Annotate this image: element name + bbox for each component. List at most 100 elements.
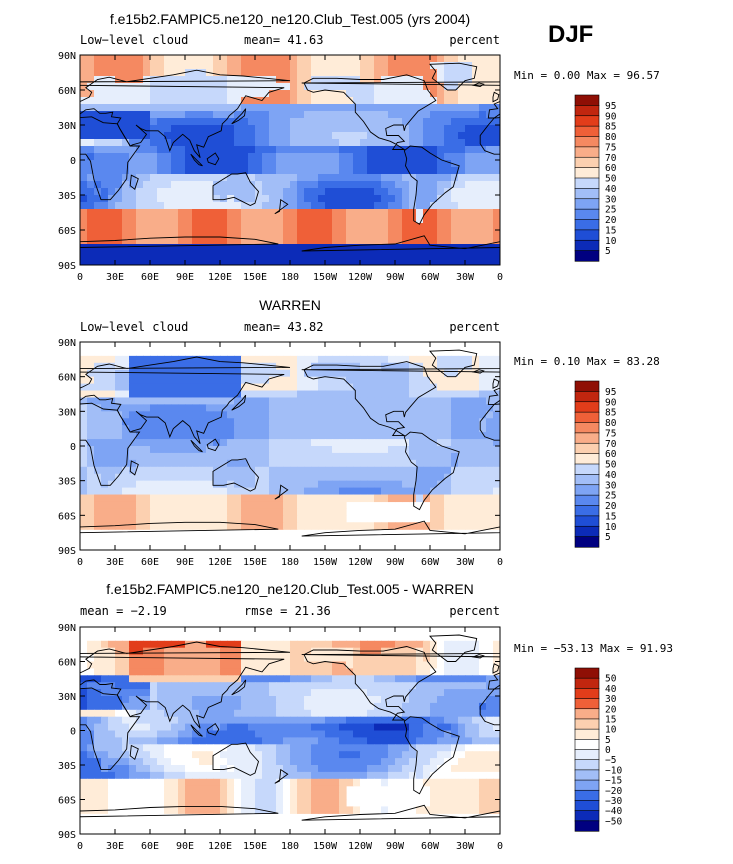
- colorbar-label: 30: [605, 480, 617, 491]
- colorbar-box: [574, 789, 600, 802]
- x-tick-label: 120E: [208, 272, 232, 283]
- y-tick-label: 60N: [58, 373, 76, 384]
- panel-1-field: [80, 55, 500, 265]
- y-tick-label: 90N: [58, 623, 76, 634]
- y-tick-label: 30N: [58, 692, 76, 703]
- colorbar-label: 75: [605, 428, 616, 439]
- y-tick-label: 60S: [58, 796, 76, 807]
- colorbar-label: 90: [605, 111, 617, 122]
- colorbar-box: [574, 698, 600, 710]
- x-tick-label: 60E: [141, 557, 159, 568]
- colorbar-label: −20: [605, 786, 622, 797]
- x-tick-label: 0: [497, 557, 503, 568]
- x-tick-label: 90W: [386, 272, 405, 283]
- x-tick-label: 150E: [243, 557, 267, 568]
- colorbar-box: [574, 401, 600, 413]
- colorbar-box: [574, 188, 600, 200]
- y-tick-label: 0: [70, 156, 76, 167]
- y-tick-label: 90S: [58, 830, 76, 841]
- x-tick-label: 30E: [106, 272, 124, 283]
- colorbar-label: 20: [605, 501, 617, 512]
- colorbar-box: [574, 810, 600, 822]
- colorbar-box: [574, 463, 600, 475]
- panel-2: WARREN Low−level cloud mean= 43.82 perce…: [58, 297, 660, 568]
- colorbar-box: [574, 411, 600, 424]
- colorbar-label: 30: [605, 694, 617, 705]
- colorbar-box: [574, 677, 600, 689]
- panel-3-mean-label: rmse = 21.36: [244, 604, 331, 618]
- colorbar-label: −10: [605, 765, 622, 776]
- colorbar-label: −15: [605, 776, 622, 787]
- colorbar-label: 60: [605, 449, 617, 460]
- x-tick-label: 180: [281, 557, 299, 568]
- colorbar-label: 15: [605, 714, 616, 725]
- colorbar-label: 5: [605, 246, 611, 257]
- panel-3-title: f.e15b2.FAMPIC5.ne120_ne120.Club_Test.00…: [106, 581, 474, 597]
- colorbar-label: 80: [605, 418, 617, 429]
- colorbar-box: [574, 708, 600, 720]
- y-tick-label: 0: [70, 442, 76, 453]
- x-tick-label: 30E: [106, 557, 124, 568]
- colorbar-label: 0: [605, 745, 611, 756]
- colorbar-box: [574, 474, 600, 486]
- x-tick-label: 30W: [456, 272, 475, 283]
- colorbar-label: 20: [605, 215, 617, 226]
- colorbar-label: 25: [605, 205, 616, 216]
- colorbar-box: [574, 391, 600, 403]
- panel-1-left-label: Low−level cloud: [80, 33, 188, 47]
- x-tick-label: 150W: [313, 272, 338, 283]
- panel-3: f.e15b2.FAMPIC5.ne120_ne120.Club_Test.00…: [58, 581, 673, 852]
- panel-2-map: 0 30E 60E 90E 120E 150E 180 150W 120W 90W 60W 30W 09…: [58, 338, 503, 568]
- colorbar-box: [574, 442, 600, 455]
- colorbar-label: 15: [605, 511, 616, 522]
- colorbar-label: 10: [605, 236, 617, 247]
- colorbar-label: 80: [605, 132, 617, 143]
- y-tick-label: 0: [70, 727, 76, 738]
- x-tick-label: 180: [281, 272, 299, 283]
- colorbar-box: [574, 800, 600, 812]
- colorbar-box: [574, 688, 600, 700]
- colorbar-label: 40: [605, 684, 617, 695]
- panel-2-coastlines: [80, 349, 500, 537]
- colorbar-box: [574, 115, 600, 127]
- panel-3-coastlines: [80, 634, 500, 821]
- colorbar-label: 70: [605, 439, 617, 450]
- x-tick-label: 90E: [176, 557, 194, 568]
- panel-2-units: percent: [449, 320, 500, 334]
- colorbar-label: −5: [605, 755, 616, 766]
- panel-3-units: percent: [449, 604, 500, 618]
- colorbar-box: [574, 208, 600, 221]
- panel-2-title: WARREN: [259, 297, 321, 313]
- colorbar-box: [574, 759, 600, 771]
- colorbar-label: 20: [605, 704, 617, 715]
- x-tick-label: 150E: [243, 841, 267, 852]
- panel-1-title: f.e15b2.FAMPIC5.ne120_ne120.Club_Test.00…: [110, 11, 470, 27]
- colorbar-label: −30: [605, 796, 622, 807]
- colorbar-label: 50: [605, 460, 617, 471]
- colorbar-box: [574, 167, 600, 179]
- x-tick-label: 120W: [348, 272, 373, 283]
- colorbar-label: 10: [605, 522, 617, 533]
- y-tick-label: 60S: [58, 511, 76, 522]
- x-tick-label: 120W: [348, 841, 373, 852]
- colorbar-box: [574, 739, 600, 751]
- colorbar-label: 30: [605, 194, 617, 205]
- x-tick-label: 120E: [208, 557, 232, 568]
- x-tick-label: 0: [497, 841, 503, 852]
- colorbar-label: 85: [605, 122, 616, 133]
- colorbar-box: [574, 422, 600, 434]
- y-tick-label: 90N: [58, 51, 76, 62]
- x-tick-label: 120E: [208, 841, 232, 852]
- x-tick-label: 90W: [386, 557, 405, 568]
- panel-1-map: 0 30E 60E 90E 120E 150E 180 150W 120W 90W 60W 30W 09…: [58, 51, 503, 283]
- colorbar-label: 95: [605, 387, 616, 398]
- colorbar-label: 10: [605, 725, 617, 736]
- panel-3-left-label: mean = −2.19: [80, 604, 167, 618]
- y-tick-label: 30S: [58, 191, 76, 202]
- colorbar-box: [574, 432, 600, 444]
- colorbar-label: 90: [605, 397, 617, 408]
- colorbar-label: −50: [605, 816, 622, 827]
- colorbar-box: [574, 239, 600, 252]
